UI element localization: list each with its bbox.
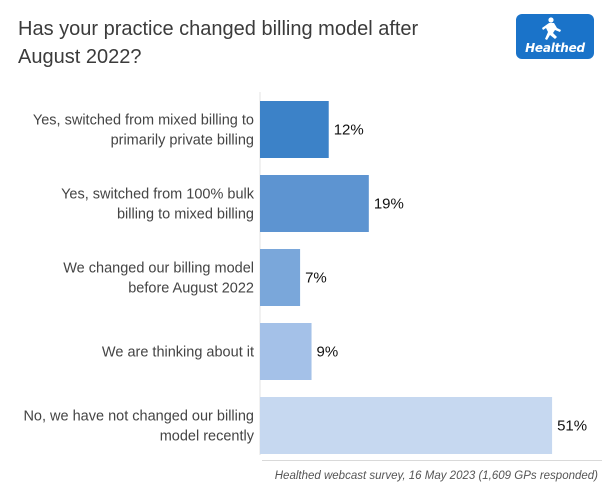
category-label-3: We changed our billing model before Augus… bbox=[63, 261, 254, 297]
logo-text: Healthed bbox=[525, 41, 585, 55]
category-label-line: No, we have not changed our billing bbox=[23, 409, 254, 425]
footer-divider bbox=[262, 460, 602, 461]
bar-2 bbox=[260, 175, 369, 232]
category-label-line: model recently bbox=[160, 429, 255, 445]
chart-title: Has your practice changed billing model … bbox=[18, 15, 458, 71]
value-label-1: 12% bbox=[334, 122, 364, 139]
category-label-line: billing to mixed billing bbox=[117, 207, 254, 223]
bars-group bbox=[260, 101, 553, 454]
bar-1 bbox=[260, 101, 329, 158]
value-label-2: 19% bbox=[374, 196, 404, 213]
bar-4 bbox=[260, 323, 312, 380]
bar-3 bbox=[260, 249, 301, 306]
runner-icon bbox=[542, 17, 561, 40]
category-label-line: We changed our billing model bbox=[63, 261, 254, 277]
category-label-1: Yes, switched from mixed billing to prima… bbox=[33, 113, 254, 149]
category-labels-group: Yes, switched from mixed billing to prima… bbox=[23, 113, 254, 445]
category-label-line: We are thinking about it bbox=[102, 345, 254, 361]
source-note: Healthed webcast survey, 16 May 2023 (1,… bbox=[274, 470, 598, 482]
value-labels-group: 12% 19% 7% 9% 51% bbox=[305, 122, 587, 435]
healthed-logo: Healthed bbox=[516, 14, 594, 59]
category-label-line: primarily private billing bbox=[111, 133, 254, 149]
chart-title-line-1: Has your practice changed billing model … bbox=[18, 18, 419, 40]
category-label-line: Yes, switched from mixed billing to bbox=[33, 113, 254, 129]
category-label-line: before August 2022 bbox=[128, 281, 254, 297]
category-label-line: Yes, switched from 100% bulk bbox=[61, 187, 255, 203]
category-label-5: No, we have not changed our billing model… bbox=[23, 409, 254, 445]
category-label-2: Yes, switched from 100% bulk billing to m… bbox=[61, 187, 255, 223]
chart-title-line-2: August 2022? bbox=[18, 46, 142, 68]
value-label-4: 9% bbox=[317, 344, 339, 361]
value-label-3: 7% bbox=[305, 270, 327, 287]
category-label-4: We are thinking about it bbox=[102, 345, 254, 361]
bar-5 bbox=[260, 397, 553, 454]
value-label-5: 51% bbox=[557, 418, 587, 435]
